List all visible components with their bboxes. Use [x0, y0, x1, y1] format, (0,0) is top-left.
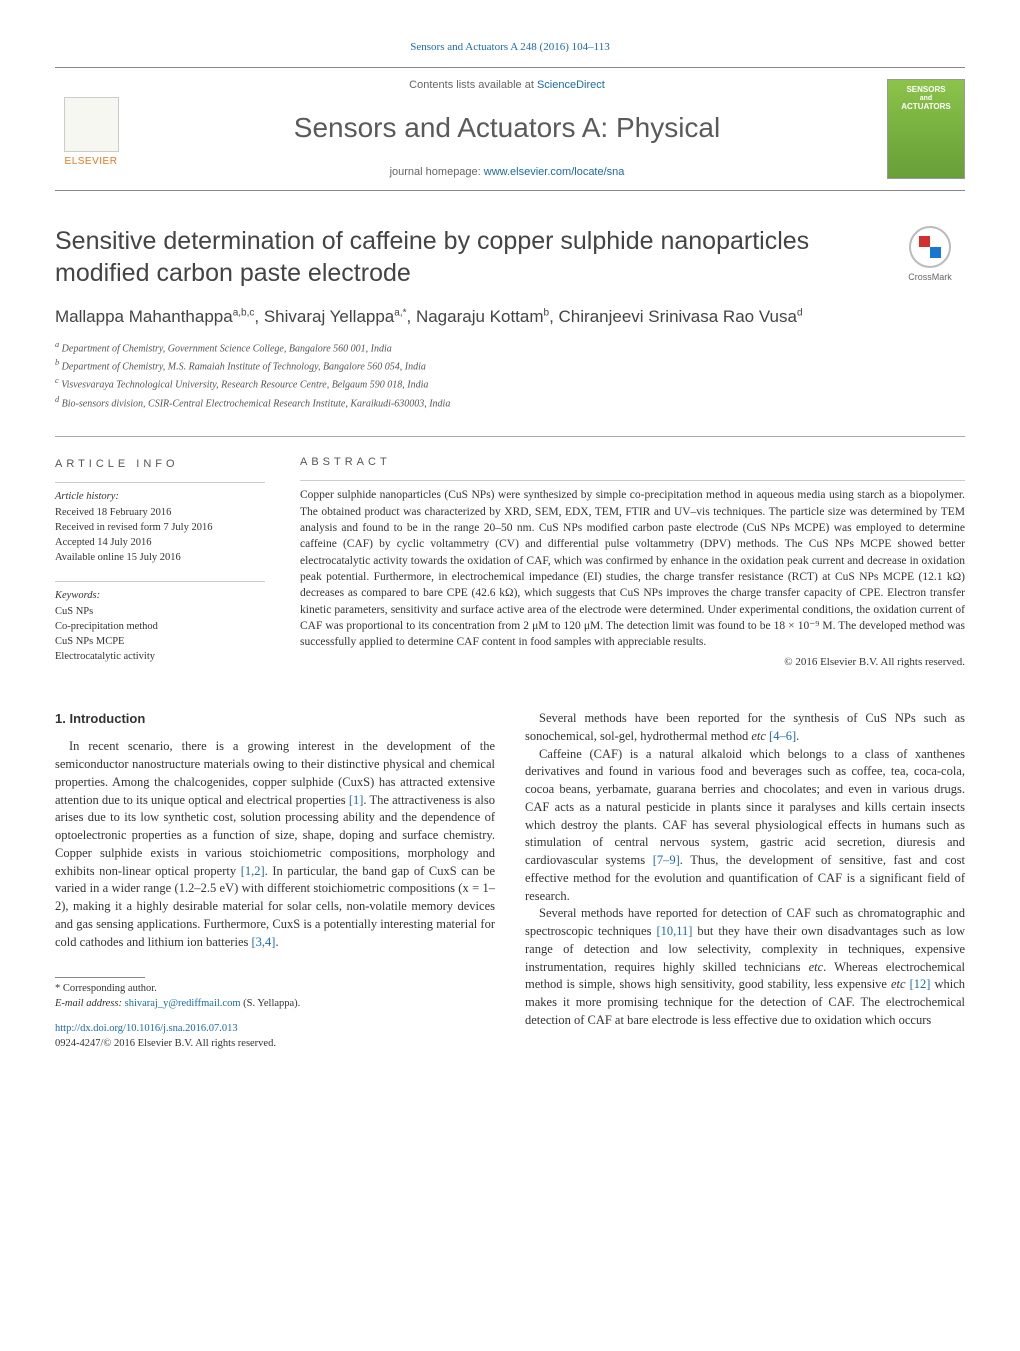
article-info-column: article info Article history: Received 1… — [55, 455, 265, 670]
journal-title: Sensors and Actuators A: Physical — [141, 108, 873, 147]
corresponding-author-line: * Corresponding author. — [55, 982, 495, 997]
homepage-prefix: journal homepage: — [390, 166, 484, 178]
elsevier-logo: ELSEVIER — [55, 89, 127, 169]
cover-text-1: SENSORS — [906, 86, 945, 95]
email-line: E-mail address: shivaraj_y@rediffmail.co… — [55, 997, 495, 1012]
intro-para-1: In recent scenario, there is a growing i… — [55, 738, 495, 951]
email-label: E-mail address: — [55, 998, 125, 1009]
elsevier-tree-icon — [64, 97, 119, 152]
info-abstract-row: article info Article history: Received 1… — [55, 436, 965, 670]
article-history-block: Article history: Received 18 February 20… — [55, 482, 265, 565]
abstract-heading: abstract — [300, 455, 965, 470]
history-label: Article history: — [55, 489, 265, 504]
history-line: Received in revised form 7 July 2016 — [55, 520, 265, 535]
email-suffix: (S. Yellappa). — [241, 998, 301, 1009]
doi-link[interactable]: http://dx.doi.org/10.1016/j.sna.2016.07.… — [55, 1023, 238, 1034]
title-row: Sensitive determination of caffeine by c… — [55, 226, 965, 289]
journal-cover-thumbnail: SENSORS and ACTUATORS — [887, 79, 965, 179]
abstract-body: Copper sulphide nanoparticles (CuS NPs) … — [300, 480, 965, 650]
paper-title: Sensitive determination of caffeine by c… — [55, 226, 877, 289]
history-line: Accepted 14 July 2016 — [55, 535, 265, 550]
crossmark-icon — [909, 226, 951, 268]
affiliation-line: d Bio-sensors division, CSIR-Central Ele… — [55, 394, 965, 411]
intro-para-4: Several methods have reported for detect… — [525, 905, 965, 1029]
keyword-line: CuS NPs MCPE — [55, 634, 265, 649]
contents-prefix: Contents lists available at — [409, 79, 537, 91]
issn-copyright: 0924-4247/© 2016 Elsevier B.V. All right… — [55, 1038, 276, 1049]
history-line: Available online 15 July 2016 — [55, 550, 265, 565]
homepage-link[interactable]: www.elsevier.com/locate/sna — [484, 166, 625, 178]
elsevier-wordmark: ELSEVIER — [65, 155, 118, 169]
journal-ref-text: Sensors and Actuators A 248 (2016) 104–1… — [410, 41, 609, 53]
journal-reference: Sensors and Actuators A 248 (2016) 104–1… — [55, 40, 965, 55]
email-link[interactable]: shivaraj_y@rediffmail.com — [125, 998, 241, 1009]
crossmark-label: CrossMark — [908, 271, 952, 284]
doi-block: http://dx.doi.org/10.1016/j.sna.2016.07.… — [55, 1022, 495, 1051]
keyword-line: Electrocatalytic activity — [55, 649, 265, 664]
corresponding-footer: * Corresponding author. E-mail address: … — [55, 977, 495, 1051]
crossmark-badge[interactable]: CrossMark — [895, 226, 965, 284]
intro-para-2: Several methods have been reported for t… — [525, 710, 965, 746]
body-two-column: 1. Introduction In recent scenario, ther… — [55, 710, 965, 1051]
homepage-line: journal homepage: www.elsevier.com/locat… — [141, 165, 873, 180]
header-center: Contents lists available at ScienceDirec… — [141, 78, 873, 180]
keywords-label: Keywords: — [55, 588, 265, 603]
abstract-column: abstract Copper sulphide nanoparticles (… — [300, 455, 965, 670]
affiliation-line: b Department of Chemistry, M.S. Ramaiah … — [55, 357, 965, 374]
intro-para-3: Caffeine (CAF) is a natural alkaloid whi… — [525, 746, 965, 906]
keyword-line: Co-precipitation method — [55, 619, 265, 634]
journal-header: ELSEVIER Contents lists available at Sci… — [55, 67, 965, 191]
affiliation-line: c Visvesvaraya Technological University,… — [55, 375, 965, 392]
article-info-heading: article info — [55, 457, 265, 472]
keyword-line: CuS NPs — [55, 604, 265, 619]
footnote-rule — [55, 977, 145, 978]
cover-text-2: ACTUATORS — [901, 103, 950, 112]
keywords-block: Keywords: CuS NPsCo-precipitation method… — [55, 581, 265, 664]
intro-heading: 1. Introduction — [55, 710, 495, 728]
abstract-copyright: © 2016 Elsevier B.V. All rights reserved… — [300, 655, 965, 670]
affiliations-block: a Department of Chemistry, Government Sc… — [55, 339, 965, 411]
contents-available-line: Contents lists available at ScienceDirec… — [141, 78, 873, 93]
history-line: Received 18 February 2016 — [55, 505, 265, 520]
affiliation-line: a Department of Chemistry, Government Sc… — [55, 339, 965, 356]
sciencedirect-link[interactable]: ScienceDirect — [537, 79, 605, 91]
authors-line: Mallappa Mahanthappaa,b,c, Shivaraj Yell… — [55, 305, 965, 329]
